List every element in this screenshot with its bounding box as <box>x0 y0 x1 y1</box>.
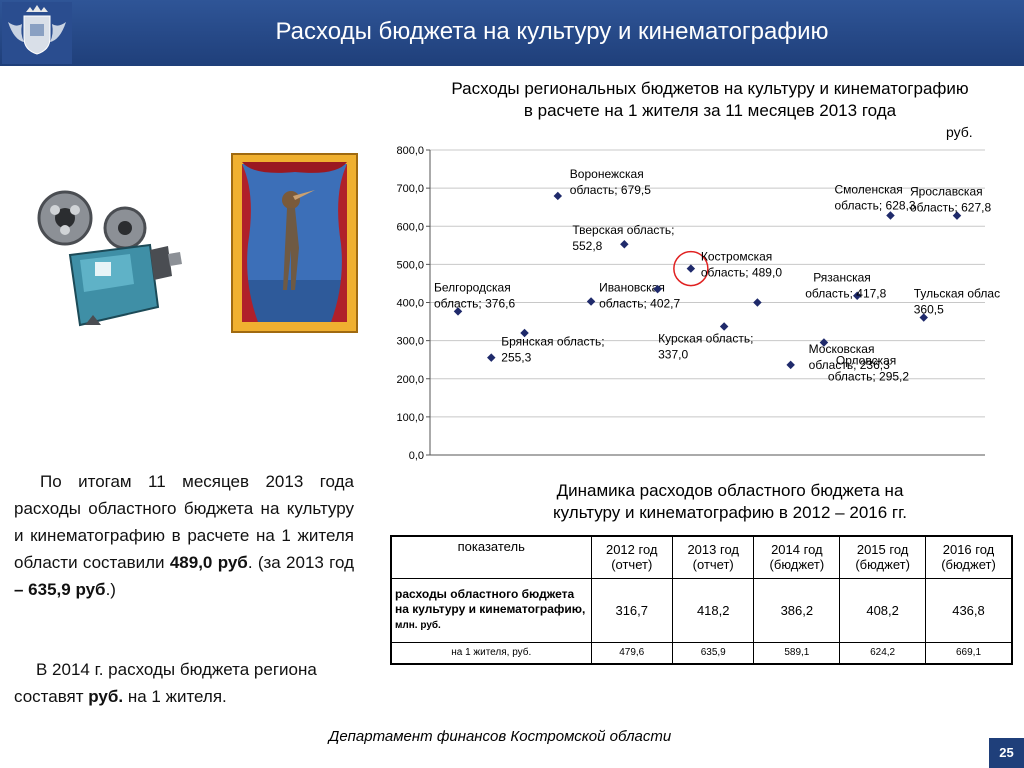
row-label-total: расходы областного бюджета на культуру и… <box>390 577 592 643</box>
y-tick-label: 700,0 <box>396 183 424 195</box>
table-cell: 669,1 <box>925 641 1013 665</box>
column-header-indicator: показатель <box>390 535 592 579</box>
table-cell: 589,1 <box>753 641 841 665</box>
footer-department: Департамент финансов Костромской области <box>328 728 672 745</box>
table-cell: 408,2 <box>839 577 926 643</box>
data-label: Рязанская <box>813 271 871 285</box>
coat-of-arms-icon <box>2 2 72 64</box>
forecast-text-part: В 2014 г. расходы бюджета региона состав… <box>14 660 317 706</box>
data-label: область; 402,7 <box>599 296 680 310</box>
data-label: 337,0 <box>658 348 688 362</box>
table-header-row: показатель 2012 год (отчет) 2013 год (отче… <box>390 535 1013 579</box>
data-label: область; 236,3 <box>809 358 890 372</box>
data-label: 360,5 <box>914 303 944 317</box>
y-tick-label: 400,0 <box>396 298 424 310</box>
data-label: область; 627,8 <box>910 201 991 215</box>
page-title: Расходы бюджета на культуру и кинематогр… <box>275 18 829 45</box>
data-label: область; 417,8 <box>805 287 886 301</box>
table-cell: 624,2 <box>839 641 926 665</box>
forecast-value: руб. <box>88 687 124 706</box>
column-header-2013: 2013 год (отчет) <box>671 535 755 579</box>
budget-dynamics-table: показатель 2012 год (отчет) 2013 год (отче… <box>390 535 1013 665</box>
column-header-2015: 2015 год (бюджет) <box>839 535 926 579</box>
data-point <box>653 284 662 294</box>
data-point <box>620 240 629 249</box>
summary-text-part: . (за 2013 год <box>247 553 355 572</box>
data-label: Ярославская <box>910 185 983 199</box>
chart-title-line2: в расчете на 1 жителя за 11 месяцев 2013… <box>523 101 897 120</box>
forecast-text: В 2014 г. расходы бюджета региона состав… <box>14 656 384 710</box>
data-point <box>786 360 795 370</box>
y-tick-label: 300,0 <box>396 336 424 348</box>
column-header-2016: 2016 год (бюджет) <box>925 535 1013 579</box>
data-point <box>520 328 529 338</box>
y-tick-label: 500,0 <box>396 259 424 271</box>
table-cell: 635,9 <box>671 641 755 665</box>
page-number: 25 <box>989 738 1024 768</box>
data-label: Белгородская <box>434 280 511 294</box>
data-label: Воронежская <box>570 167 644 181</box>
film-projector-icon <box>37 190 182 327</box>
table-cell: 316,7 <box>590 577 673 643</box>
table-row-per-capita: на 1 жителя, руб. 479,6 635,9 589,1 624,… <box>390 641 1013 665</box>
table-cell: 386,2 <box>753 577 841 643</box>
data-point <box>586 297 596 306</box>
data-label: Брянская область; <box>501 335 604 349</box>
table-cell: 436,8 <box>925 577 1013 643</box>
y-tick-label: 800,0 <box>396 145 424 157</box>
data-point <box>819 338 829 347</box>
column-header-2012: 2012 год (отчет) <box>590 535 673 579</box>
chart-title: Расходы региональных бюджетов на культур… <box>395 78 1024 122</box>
header-bar: Расходы бюджета на культуру и кинематогр… <box>0 0 1024 66</box>
highlight-circle <box>673 250 709 287</box>
chart-title-line1: Расходы региональных бюджетов на культур… <box>451 79 969 98</box>
y-tick-label: 600,0 <box>396 221 424 233</box>
table-cell: 418,2 <box>671 577 755 643</box>
table-cell: 479,6 <box>590 641 673 665</box>
data-label: 255,3 <box>501 351 531 365</box>
cinema-illustration <box>37 153 358 333</box>
data-point <box>852 291 862 300</box>
y-tick-label: 200,0 <box>396 374 424 386</box>
summary-text-part: По итогам 11 месяцев 2013 года расходы о… <box>14 472 354 572</box>
table-row-total: расходы областного бюджета на культуру и… <box>390 577 1013 643</box>
data-label: Костромская <box>701 250 772 264</box>
data-point <box>487 353 496 362</box>
summary-value-2013-11m: 489,0 руб <box>169 553 248 572</box>
data-label: область; 376,6 <box>434 296 515 310</box>
table-title-line2: культуру и кинематографию в 2012 – 2016 … <box>553 503 907 522</box>
data-label: Курская область; <box>658 332 753 346</box>
data-label: Орловская <box>836 353 896 367</box>
data-point <box>886 211 895 220</box>
theater-frame-icon <box>231 153 358 333</box>
data-label: Смоленская <box>834 182 902 196</box>
data-label: Тверская область; <box>572 223 674 237</box>
row-label-per-capita: на 1 жителя, руб. <box>390 641 592 665</box>
table-title-line1: Динамика расходов областного бюджета на <box>556 481 904 500</box>
data-label: Тульская область; <box>914 287 1000 301</box>
data-point <box>453 307 463 316</box>
data-label: область; 679,5 <box>570 183 651 197</box>
chart-unit: руб. <box>946 124 973 140</box>
scatter-chart: 0,0 100,0 200,0 300,0 400,0 500,0 600,0 700,0 80… <box>396 145 1000 462</box>
y-tick-label: 0,0 <box>409 450 424 462</box>
data-label: область; 295,2 <box>828 369 909 383</box>
data-label: Ивановская <box>599 280 665 294</box>
table-title: Динамика расходов областного бюджета на … <box>480 480 980 524</box>
data-point <box>686 264 696 273</box>
y-tick-label: 100,0 <box>396 412 424 424</box>
data-point <box>553 191 563 201</box>
data-label: 552,8 <box>572 239 602 253</box>
summary-value-2013: – 635,9 руб <box>14 580 106 599</box>
column-header-2014: 2014 год (бюджет) <box>753 535 841 579</box>
summary-text-part: .) <box>105 580 116 599</box>
data-label: область; 628,3 <box>834 198 915 212</box>
data-point <box>719 322 729 331</box>
data-label: область; 489,0 <box>701 266 782 280</box>
forecast-text-part: на 1 жителя. <box>123 687 227 706</box>
summary-text: По итогам 11 месяцев 2013 года расходы о… <box>14 468 354 603</box>
data-point <box>753 298 762 307</box>
